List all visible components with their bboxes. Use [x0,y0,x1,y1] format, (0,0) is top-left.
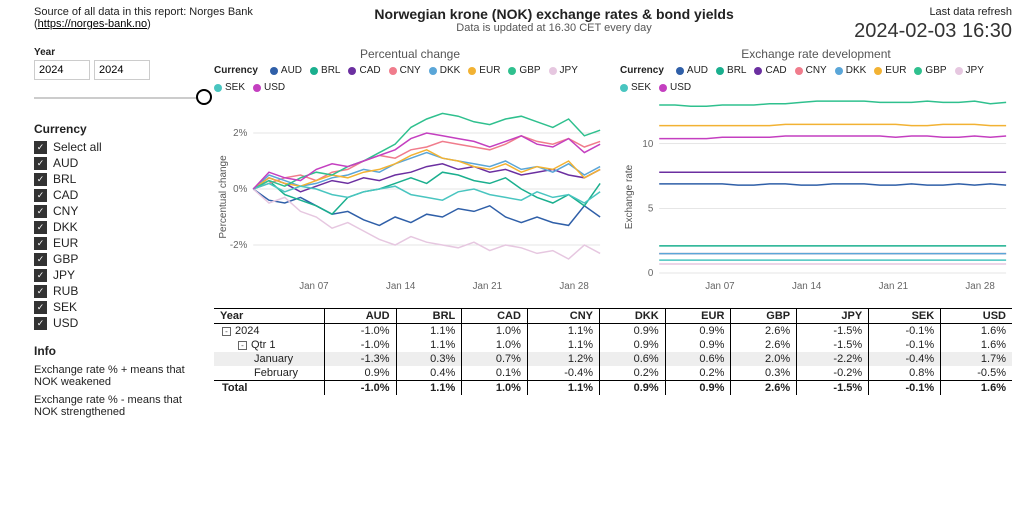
legend-item-cad[interactable]: CAD [348,65,380,76]
source-link[interactable]: https://norges-bank.no [38,18,147,30]
legend-item-eur[interactable]: EUR [874,65,906,76]
data-source: Source of all data in this report: Norge… [34,6,254,43]
legend-item-cny[interactable]: CNY [389,65,421,76]
svg-text:-2%: -2% [230,240,248,251]
svg-text:5: 5 [648,203,654,214]
info-header: Info [34,344,204,358]
svg-text:Jan 14: Jan 14 [386,281,416,292]
svg-text:2%: 2% [233,128,247,139]
legend-item-sek[interactable]: SEK [620,82,651,93]
currency-checkbox-sek[interactable]: ✓SEK [34,300,204,314]
summary-table: YearAUDBRLCADCNYDKKEURGBPJPYSEKUSD-2024-… [214,308,1012,395]
legend-item-jpy[interactable]: JPY [549,65,578,76]
refresh-timestamp: 2024-02-03 16:30 [854,20,1012,43]
legend-item-dkk[interactable]: DKK [835,65,867,76]
svg-text:Jan 21: Jan 21 [879,281,909,292]
currency-checkbox-jpy[interactable]: ✓JPY [34,268,204,282]
legend-item-cad[interactable]: CAD [754,65,786,76]
currency-checkbox-usd[interactable]: ✓USD [34,316,204,330]
legend-item-brl[interactable]: BRL [310,65,340,76]
svg-text:Percentual change: Percentual change [218,155,229,239]
page-title: Norwegian krone (NOK) exchange rates & b… [254,6,854,22]
chart1-title: Percentual change [214,47,606,61]
currency-checkbox-aud[interactable]: ✓AUD [34,156,204,170]
exchange-rate-chart: Exchange rate development CurrencyAUDBRL… [620,47,1012,300]
legend-item-usd[interactable]: USD [659,82,691,93]
svg-text:Jan 07: Jan 07 [705,281,734,292]
currency-checkbox-rub[interactable]: ✓RUB [34,284,204,298]
currency-checkbox-cny[interactable]: ✓CNY [34,204,204,218]
legend-item-sek[interactable]: SEK [214,82,245,93]
legend-item-usd[interactable]: USD [253,82,285,93]
svg-text:Jan 28: Jan 28 [559,281,589,292]
info-text-2: Exchange rate % - means that NOK strengt… [34,394,204,418]
legend-item-gbp[interactable]: GBP [508,65,540,76]
year-from-input[interactable] [34,60,90,80]
currency-filter-header: Currency [34,122,204,136]
svg-text:Jan 14: Jan 14 [792,281,822,292]
legend-item-dkk[interactable]: DKK [429,65,461,76]
currency-checkbox-eur[interactable]: ✓EUR [34,236,204,250]
currency-checkbox-brl[interactable]: ✓BRL [34,172,204,186]
legend-item-gbp[interactable]: GBP [914,65,946,76]
svg-text:0: 0 [648,268,654,279]
refresh-label: Last data refresh [854,6,1012,18]
page-subtitle: Data is updated at 16.30 CET every day [254,22,854,34]
currency-checkbox-gbp[interactable]: ✓GBP [34,252,204,266]
legend-item-brl[interactable]: BRL [716,65,746,76]
legend-item-aud[interactable]: AUD [270,65,302,76]
chart2-title: Exchange rate development [620,47,1012,61]
svg-text:0%: 0% [233,184,247,195]
year-label: Year [34,47,204,58]
svg-text:Jan 21: Jan 21 [473,281,503,292]
legend-item-eur[interactable]: EUR [468,65,500,76]
legend-item-jpy[interactable]: JPY [955,65,984,76]
svg-text:Jan 28: Jan 28 [965,281,995,292]
currency-checkbox-dkk[interactable]: ✓DKK [34,220,204,234]
percentual-change-chart: Percentual change CurrencyAUDBRLCADCNYDK… [214,47,606,300]
svg-text:Jan 07: Jan 07 [299,281,328,292]
svg-text:Exchange rate: Exchange rate [624,164,635,229]
currency-checkbox-cad[interactable]: ✓CAD [34,188,204,202]
select-all-checkbox[interactable]: ✓Select all [34,140,204,154]
legend-item-aud[interactable]: AUD [676,65,708,76]
year-to-input[interactable] [94,60,150,80]
legend-item-cny[interactable]: CNY [795,65,827,76]
info-text-1: Exchange rate % + means that NOK weakene… [34,364,204,388]
svg-text:10: 10 [642,139,653,150]
year-slider[interactable] [34,88,204,108]
